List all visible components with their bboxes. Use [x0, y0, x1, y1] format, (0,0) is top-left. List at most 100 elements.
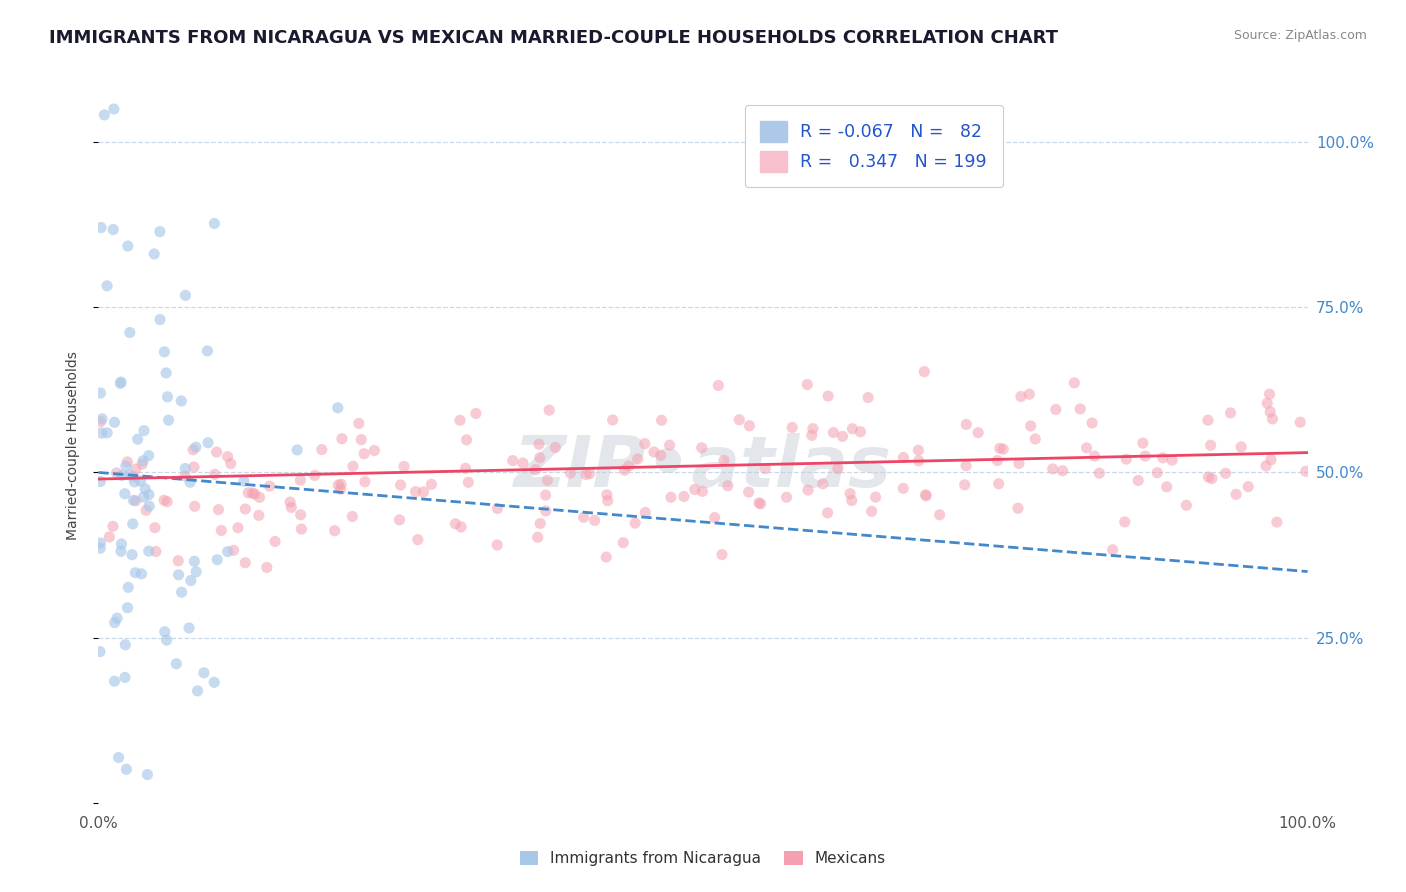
Point	[290, 473, 312, 487]
Point	[138, 488, 160, 502]
Point	[89, 536, 111, 550]
Point	[624, 516, 647, 530]
Point	[233, 502, 256, 516]
Point	[156, 390, 179, 404]
Point	[184, 500, 207, 514]
Point	[1258, 387, 1281, 401]
Point	[217, 544, 239, 558]
Point	[907, 454, 929, 468]
Point	[187, 684, 209, 698]
Point	[841, 422, 863, 436]
Point	[602, 413, 624, 427]
Point	[131, 566, 153, 581]
Point	[987, 476, 1010, 491]
Point	[1175, 498, 1198, 512]
Point	[955, 417, 977, 432]
Point	[891, 481, 914, 495]
Point	[155, 633, 177, 648]
Point	[174, 288, 197, 302]
Point	[1237, 480, 1260, 494]
Point	[121, 516, 143, 531]
Point	[1063, 376, 1085, 390]
Point	[613, 463, 636, 477]
Point	[583, 513, 606, 527]
Point	[914, 488, 936, 502]
Point	[527, 437, 550, 451]
Point	[155, 366, 177, 380]
Point	[650, 449, 672, 463]
Point	[91, 412, 114, 426]
Point	[536, 473, 558, 487]
Point	[865, 490, 887, 504]
Point	[110, 375, 132, 389]
Point	[754, 461, 776, 475]
Point	[170, 585, 193, 599]
Point	[157, 413, 180, 427]
Point	[967, 425, 990, 440]
Point	[290, 522, 312, 536]
Point	[1201, 471, 1223, 485]
Point	[180, 574, 202, 588]
Point	[988, 442, 1011, 456]
Point	[326, 401, 349, 415]
Point	[149, 312, 172, 326]
Point	[177, 621, 200, 635]
Point	[205, 445, 228, 459]
Point	[101, 222, 124, 236]
Point	[217, 450, 239, 464]
Point	[860, 504, 883, 518]
Point	[617, 459, 640, 474]
Point	[388, 513, 411, 527]
Point	[125, 462, 148, 476]
Point	[153, 493, 176, 508]
Point	[1010, 390, 1032, 404]
Y-axis label: Married-couple Households: Married-couple Households	[66, 351, 80, 541]
Point	[993, 442, 1015, 456]
Point	[1128, 474, 1150, 488]
Point	[831, 429, 853, 443]
Point	[304, 468, 326, 483]
Point	[117, 600, 139, 615]
Point	[135, 503, 157, 517]
Point	[132, 454, 155, 468]
Point	[138, 499, 160, 513]
Point	[595, 550, 617, 565]
Point	[749, 497, 772, 511]
Point	[1069, 401, 1091, 416]
Point	[118, 467, 141, 482]
Point	[129, 474, 152, 488]
Point	[1156, 480, 1178, 494]
Point	[110, 544, 132, 558]
Point	[111, 468, 134, 483]
Point	[107, 750, 129, 764]
Point	[149, 225, 172, 239]
Point	[156, 494, 179, 508]
Point	[389, 478, 412, 492]
Point	[1225, 487, 1247, 501]
Point	[529, 516, 551, 531]
Point	[124, 566, 146, 580]
Point	[1135, 449, 1157, 463]
Point	[219, 457, 242, 471]
Point	[692, 484, 714, 499]
Point	[117, 455, 139, 469]
Point	[134, 482, 156, 496]
Point	[280, 500, 302, 515]
Point	[1008, 456, 1031, 470]
Point	[1261, 412, 1284, 426]
Point	[1254, 458, 1277, 473]
Point	[114, 638, 136, 652]
Point	[1265, 515, 1288, 529]
Point	[242, 486, 264, 500]
Point	[179, 475, 201, 490]
Text: IMMIGRANTS FROM NICARAGUA VS MEXICAN MARRIED-COUPLE HOUSEHOLDS CORRELATION CHART: IMMIGRANTS FROM NICARAGUA VS MEXICAN MAR…	[49, 29, 1059, 46]
Point	[89, 475, 111, 489]
Point	[651, 413, 673, 427]
Point	[955, 458, 977, 473]
Legend: Immigrants from Nicaragua, Mexicans: Immigrants from Nicaragua, Mexicans	[512, 843, 894, 873]
Point	[811, 476, 834, 491]
Point	[101, 519, 124, 533]
Point	[627, 451, 650, 466]
Point	[115, 458, 138, 473]
Point	[575, 467, 598, 482]
